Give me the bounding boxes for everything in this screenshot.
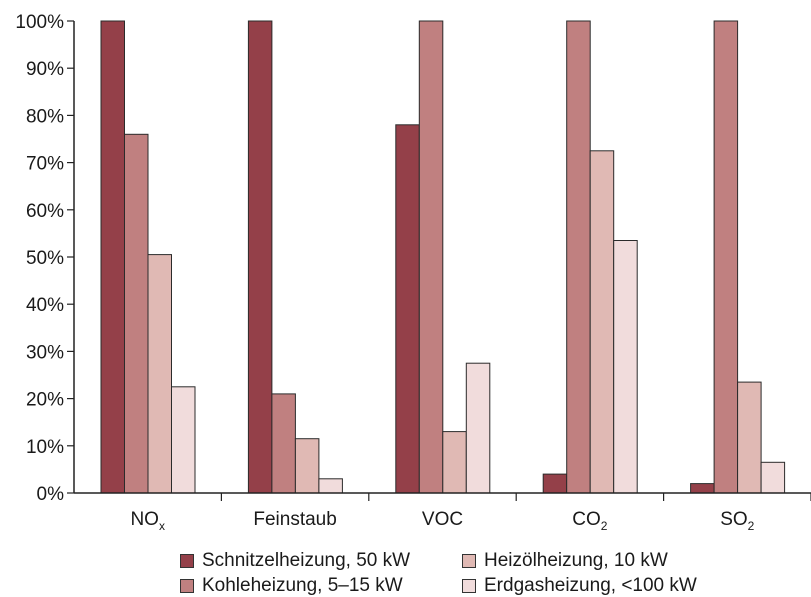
- bar-3-3: [442, 431, 467, 494]
- legend-label: Heizölheizung, 10 kW: [484, 549, 668, 571]
- x-tick-label: CO2: [572, 509, 608, 533]
- legend-swatch: [462, 578, 476, 593]
- legend-item: Schnitzelheizung, 50 kW: [180, 549, 462, 572]
- bar-2-4: [566, 20, 591, 494]
- legend: Schnitzelheizung, 50 kW Heizölheizung, 10…: [180, 549, 740, 597]
- y-tick-label: 100%: [15, 12, 64, 33]
- bar-4-1: [171, 386, 196, 494]
- axes-group: 0% 10% 20% 30% 40% 50% 60% 70% 80% 90% 100% NOx Fein…: [15, 12, 811, 533]
- legend-label: Kohleheizung, 5–15 kW: [202, 574, 403, 596]
- x-tick-label: NOx: [130, 509, 165, 533]
- y-tick-label: 80%: [26, 106, 64, 127]
- bar-3-4: [589, 150, 615, 494]
- legend-swatch: [180, 553, 194, 568]
- y-tick-label: 70%: [26, 154, 64, 175]
- legend-swatch: [462, 553, 476, 568]
- legend-item: Heizölheizung, 10 kW: [462, 549, 740, 572]
- bars-group: [100, 20, 786, 494]
- x-tick-label: Feinstaub: [253, 509, 336, 530]
- y-tick-label: 50%: [26, 248, 64, 269]
- bar-2-1: [124, 133, 149, 494]
- y-tick-label: 10%: [26, 437, 64, 458]
- bar-2-2: [271, 393, 296, 494]
- bar-1-4: [542, 473, 568, 494]
- legend-label: Erdgasheizung, <100 kW: [484, 574, 697, 596]
- bar-4-4: [613, 240, 638, 494]
- bar-2-3: [418, 20, 444, 494]
- bar-3-5: [737, 381, 762, 494]
- x-tick-label: VOC: [422, 509, 463, 530]
- y-tick-label: 40%: [26, 295, 64, 316]
- y-tick-label: 90%: [26, 59, 64, 80]
- y-tick-label: 30%: [26, 342, 64, 363]
- x-tick-label: SO2: [720, 509, 754, 533]
- bar-1-2: [247, 20, 273, 494]
- y-tick-label: 60%: [26, 201, 64, 222]
- legend-item: Kohleheizung, 5–15 kW: [180, 574, 462, 597]
- bar-1-1: [100, 20, 125, 494]
- legend-label: Schnitzelheizung, 50 kW: [202, 549, 411, 571]
- bar-4-2: [318, 478, 343, 494]
- bar-1-3: [395, 124, 420, 494]
- bar-1-5: [690, 483, 715, 494]
- bar-3-2: [294, 438, 320, 494]
- bar-chart: 0% 10% 20% 30% 40% 50% 60% 70% 80% 90% 100% NOx Fein…: [15, 12, 811, 533]
- legend-item: Erdgasheizung, <100 kW: [462, 574, 740, 597]
- legend-swatch: [180, 578, 194, 593]
- y-tick-label: 20%: [26, 390, 64, 411]
- y-tick-label: 0%: [37, 484, 65, 505]
- bar-4-3: [465, 362, 491, 494]
- bar-2-5: [713, 20, 739, 494]
- bar-4-5: [760, 461, 786, 494]
- bar-3-1: [147, 254, 172, 494]
